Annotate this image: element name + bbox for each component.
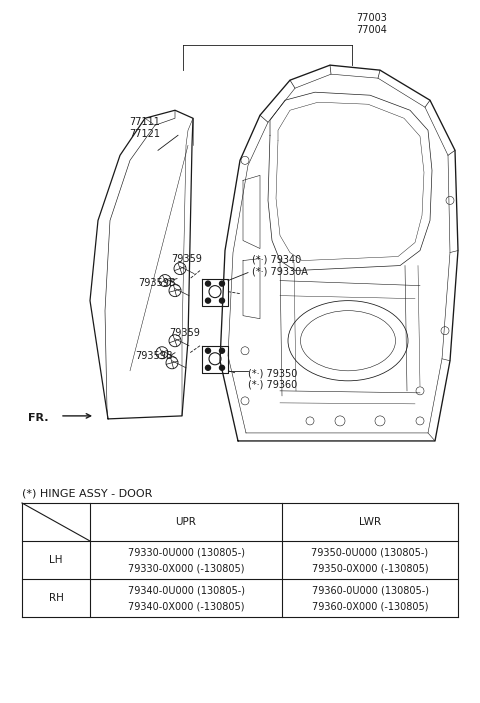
Circle shape — [219, 366, 225, 370]
Circle shape — [205, 348, 211, 353]
Text: 79359: 79359 — [169, 328, 200, 337]
Text: 79340-0X000 (-130805): 79340-0X000 (-130805) — [128, 601, 244, 611]
Text: 79360-0U000 (130805-): 79360-0U000 (130805-) — [312, 585, 429, 595]
Text: (*) HINGE ASSY - DOOR: (*) HINGE ASSY - DOOR — [22, 488, 152, 498]
Text: RH: RH — [48, 593, 63, 603]
Text: 79330-0U000 (130805-): 79330-0U000 (130805-) — [128, 547, 244, 557]
Text: 79350-0X000 (-130805): 79350-0X000 (-130805) — [312, 563, 428, 573]
Circle shape — [205, 366, 211, 370]
Circle shape — [219, 298, 225, 303]
Text: UPR: UPR — [176, 517, 196, 527]
Text: 79359B: 79359B — [135, 351, 173, 361]
Text: 77111
77121: 77111 77121 — [129, 117, 160, 139]
Text: 79330-0X000 (-130805): 79330-0X000 (-130805) — [128, 563, 244, 573]
Text: 79360-0X000 (-130805): 79360-0X000 (-130805) — [312, 601, 428, 611]
Text: 79359: 79359 — [171, 254, 202, 264]
Circle shape — [219, 348, 225, 353]
Text: (*·) 79350
(*·) 79360: (*·) 79350 (*·) 79360 — [248, 368, 298, 389]
Circle shape — [205, 298, 211, 303]
Circle shape — [205, 281, 211, 286]
Text: 77003
77004: 77003 77004 — [356, 13, 387, 35]
Text: LH: LH — [49, 555, 63, 565]
Circle shape — [219, 281, 225, 286]
Text: 79350-0U000 (130805-): 79350-0U000 (130805-) — [312, 547, 429, 557]
Text: 79340-0U000 (130805-): 79340-0U000 (130805-) — [128, 585, 244, 595]
Text: FR.: FR. — [28, 413, 48, 423]
Text: LWR: LWR — [359, 517, 381, 527]
Text: 79359B: 79359B — [138, 278, 176, 288]
Text: (*·) 79340
(*·) 79330A: (*·) 79340 (*·) 79330A — [252, 254, 308, 276]
